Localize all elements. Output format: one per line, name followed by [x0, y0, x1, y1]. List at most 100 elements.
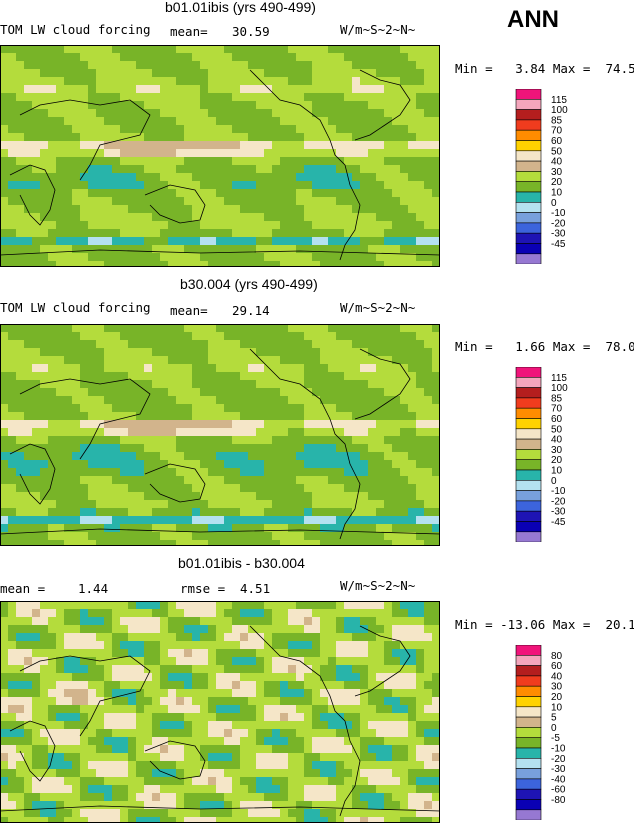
colorbar-box — [515, 459, 542, 471]
colorbar-tick-label: 10 — [551, 466, 563, 477]
colorbar-box — [515, 377, 542, 388]
colorbar-tick-label: 20 — [551, 177, 563, 188]
colorbar-box — [515, 181, 542, 193]
panel-1-mean-value: 30.59 — [232, 24, 270, 39]
colorbar-tick-label: 20 — [551, 455, 563, 466]
colorbar-box — [515, 253, 542, 264]
colorbar-tick-label: 70 — [551, 404, 563, 415]
colorbar-tick-label: 50 — [551, 146, 563, 157]
colorbar-tick-label: -45 — [551, 239, 566, 250]
colorbar-tick-label: 60 — [551, 136, 563, 147]
colorbar-box — [515, 232, 542, 244]
panel-2-field-label: TOM LW cloud forcing — [0, 300, 151, 315]
colorbar-tick-label: 0 — [551, 198, 557, 209]
colorbar-tick-label: 115 — [551, 95, 567, 106]
colorbar-tick-label: 100 — [551, 105, 568, 116]
colorbar-tick-label: 80 — [551, 651, 563, 662]
colorbar-tick-label: 10 — [551, 702, 563, 713]
colorbar-box — [515, 799, 542, 811]
colorbar-tick-label: 60 — [551, 661, 563, 672]
panel-1-units: W/m~S~2~N~ — [340, 22, 416, 37]
colorbar-box — [515, 397, 542, 409]
colorbar-tick-label: -10 — [551, 486, 566, 497]
colorbar-box — [515, 510, 542, 522]
colorbar-box — [515, 685, 542, 697]
colorbar-box — [515, 747, 542, 759]
colorbar-box — [515, 531, 542, 542]
colorbar-tick-label: 40 — [551, 435, 563, 446]
colorbar-tick-label: -80 — [551, 795, 566, 806]
colorbar-box — [515, 438, 542, 450]
colorbar-box — [515, 480, 542, 491]
colorbar-tick-label: 30 — [551, 682, 563, 693]
colorbar-box — [515, 521, 542, 533]
colorbar-box — [515, 655, 542, 666]
colorbar-tick-label: 30 — [551, 167, 563, 178]
panel-3-mean-value: 1.44 — [78, 581, 109, 596]
colorbar-box — [515, 809, 542, 820]
colorbar-box — [515, 449, 542, 461]
colorbar-box — [515, 737, 542, 749]
colorbar-box — [515, 665, 542, 677]
colorbar-tick-label: -45 — [551, 517, 566, 528]
panel-2-minmax: Min = 1.66 Max = 78.05 — [455, 339, 634, 354]
colorbar-tick-label: -5 — [551, 733, 560, 744]
colorbar-box — [515, 469, 542, 481]
colorbar-tick-label: 5 — [551, 713, 557, 724]
colorbar-box — [515, 202, 542, 213]
colorbar-tick-label: 50 — [551, 424, 563, 435]
panel-3-rmse-label: rmse = — [180, 581, 226, 596]
colorbar-box — [515, 716, 542, 728]
colorbar-box — [515, 788, 542, 800]
colorbar-box — [515, 140, 542, 152]
colorbar-box — [515, 696, 542, 708]
colorbar-tick-label: 115 — [551, 373, 567, 384]
colorbar-tick-label: 40 — [551, 157, 563, 168]
panel-1-minmax: Min = 3.84 Max = 74.55 — [455, 61, 634, 76]
colorbar-box — [515, 778, 542, 790]
panel-1-field-label: TOM LW cloud forcing — [0, 22, 151, 37]
panel-1-map — [0, 45, 440, 267]
colorbar-box — [515, 367, 542, 378]
colorbar-box — [515, 768, 542, 780]
panel-1-mean-label: mean= — [170, 24, 208, 39]
colorbar-tick-label: 0 — [551, 476, 557, 487]
panel-1-title: b01.01ibis (yrs 490-499) — [165, 0, 316, 15]
colorbar-tick-label: -30 — [551, 764, 566, 775]
colorbar-box — [515, 490, 542, 502]
panel-3-rmse-value: 4.51 — [240, 581, 271, 596]
colorbar-tick-label: 30 — [551, 445, 563, 456]
colorbar-tick-label: 0 — [551, 723, 557, 734]
panel-2-mean-label: mean= — [170, 303, 208, 318]
colorbar-box — [515, 675, 542, 687]
colorbar-tick-label: -10 — [551, 208, 566, 219]
colorbar-tick-label: 100 — [551, 383, 568, 394]
panel-3-minmax: Min = -13.06 Max = 20.14 — [455, 617, 634, 632]
colorbar-tick-label: -20 — [551, 754, 566, 765]
colorbar-box — [515, 706, 542, 718]
colorbar-box — [515, 758, 542, 769]
colorbar-box — [515, 129, 542, 141]
season-label: ANN — [507, 6, 559, 33]
colorbar-tick-label: -10 — [551, 744, 566, 755]
colorbar-tick-label: -40 — [551, 774, 566, 785]
colorbar-tick-label: 85 — [551, 393, 563, 404]
colorbar-box — [515, 387, 542, 399]
colorbar-tick-label: 40 — [551, 671, 563, 682]
colorbar-box — [515, 99, 542, 110]
panel-2-title: b30.004 (yrs 490-499) — [180, 276, 318, 292]
colorbar-tick-label: 10 — [551, 188, 563, 199]
colorbar-box — [515, 418, 542, 430]
colorbar-box — [515, 407, 542, 419]
colorbar-box — [515, 212, 542, 224]
colorbar-tick-label: -20 — [551, 218, 566, 229]
panel-3-mean-label: mean = — [0, 581, 46, 596]
colorbar-tick-label: -30 — [551, 229, 566, 240]
colorbar-box — [515, 428, 542, 440]
colorbar-box — [515, 109, 542, 121]
colorbar-tick-label: 20 — [551, 692, 563, 703]
panel-3-title: b01.01ibis - b30.004 — [178, 555, 305, 571]
